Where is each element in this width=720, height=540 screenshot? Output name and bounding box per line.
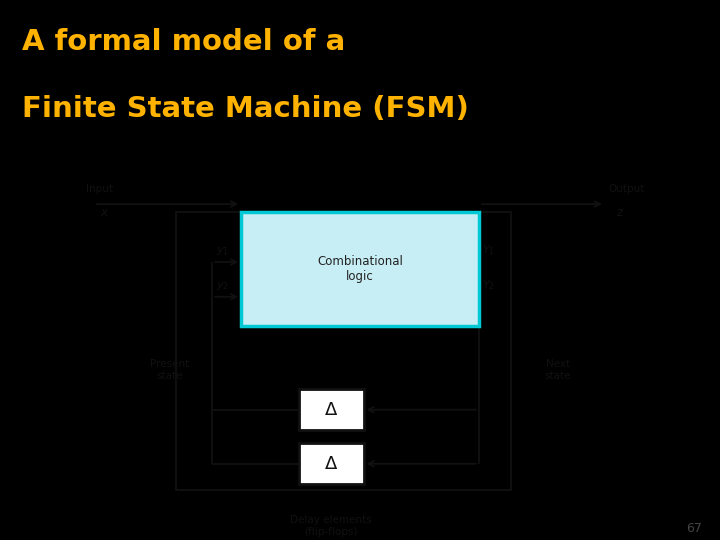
Bar bbox=[176, 212, 511, 490]
Text: $y_1$: $y_1$ bbox=[216, 245, 229, 258]
Bar bbox=[299, 389, 364, 430]
Text: Δ: Δ bbox=[325, 401, 338, 418]
Text: x: x bbox=[101, 206, 108, 219]
Text: Combinational
logic: Combinational logic bbox=[317, 255, 403, 283]
Text: $Y_1$: $Y_1$ bbox=[482, 244, 495, 258]
Text: Next
state: Next state bbox=[545, 359, 571, 381]
Bar bbox=[299, 443, 364, 484]
Text: Output: Output bbox=[608, 185, 645, 194]
Text: Input: Input bbox=[86, 185, 114, 194]
Text: z: z bbox=[616, 206, 622, 219]
Text: 67: 67 bbox=[686, 522, 702, 535]
Text: Delay elements
(flip-flops): Delay elements (flip-flops) bbox=[290, 515, 372, 537]
Text: A formal model of a: A formal model of a bbox=[22, 28, 345, 56]
Text: $y_2$: $y_2$ bbox=[216, 280, 229, 292]
Text: Δ: Δ bbox=[325, 455, 338, 472]
Text: Present
state: Present state bbox=[150, 359, 189, 381]
Text: Finite State Machine (FSM): Finite State Machine (FSM) bbox=[22, 96, 469, 124]
Text: $Y_2$: $Y_2$ bbox=[482, 278, 495, 292]
Bar bbox=[241, 212, 479, 326]
